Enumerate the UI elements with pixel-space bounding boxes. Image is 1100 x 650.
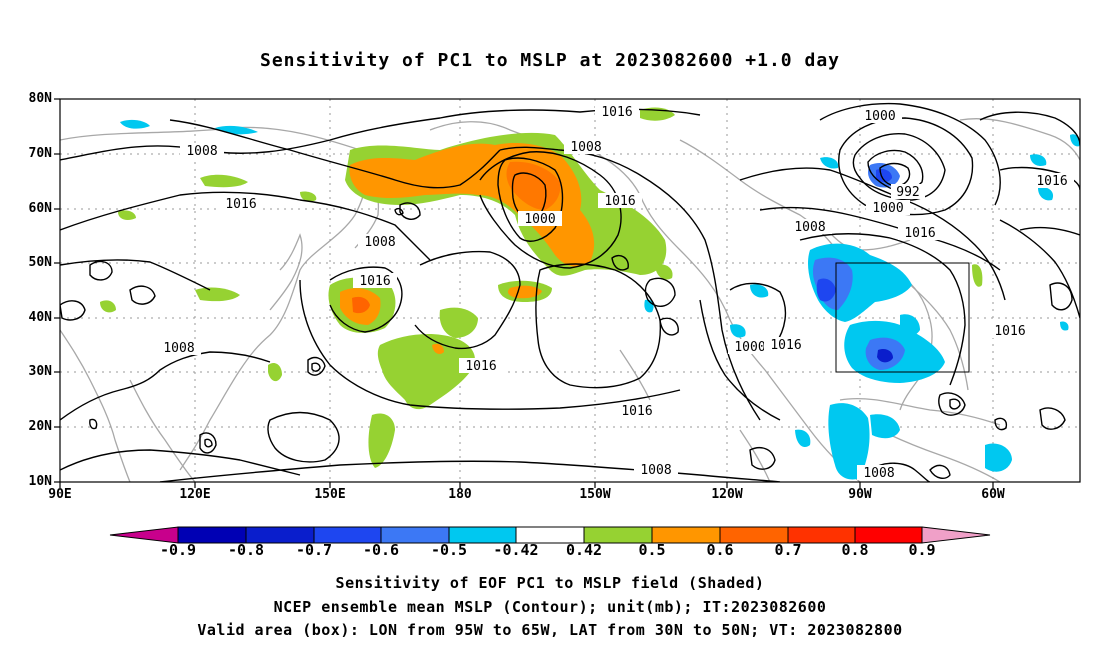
lat-label: 10N (28, 474, 52, 489)
colorbar-label: -0.9 (159, 541, 197, 559)
lon-label: 120E (179, 487, 211, 502)
contour-label: 1008 (640, 463, 671, 478)
contour-label: 1008 (794, 220, 825, 235)
colorbar-label: -0.5 (430, 541, 468, 559)
colorbar-segment (921, 526, 991, 544)
lat-label: 20N (28, 419, 52, 434)
colorbar-label: -0.6 (362, 541, 400, 559)
lat-label: 30N (28, 364, 52, 379)
colorbar-label: 0.9 (908, 541, 936, 559)
contour-label: 992 (896, 185, 919, 200)
colorbar-label: 0.8 (841, 541, 869, 559)
lat-label: 60N (28, 201, 52, 216)
contour-label-layer: 1016 1008 1016 1008 1000 1016 1008 1016 … (157, 104, 1074, 481)
contour-label: 1000 (524, 212, 555, 227)
caption-valid-area: Valid area (box): LON from 95W to 65W, L… (197, 621, 903, 639)
lon-label: 150W (579, 487, 611, 502)
contour-label: 1016 (621, 404, 652, 419)
contour-label: 1000 (864, 109, 895, 124)
positive-shading (100, 107, 983, 468)
lon-label: 150E (314, 487, 346, 502)
colorbar-label: 0.42 (565, 541, 603, 559)
lat-label: 80N (28, 91, 52, 106)
lon-label: 90W (848, 487, 872, 502)
contour-label: 1008 (186, 144, 217, 159)
lon-label: 180 (448, 487, 472, 502)
lat-label: 50N (28, 255, 52, 270)
contour-label: 1008 (863, 466, 894, 481)
lon-label: 60W (981, 487, 1005, 502)
colorbar-label: -0.42 (493, 541, 539, 559)
colorbar-label: 0.5 (638, 541, 666, 559)
caption-contour: NCEP ensemble mean MSLP (Contour); unit(… (273, 598, 827, 616)
contour-label: 1000 (734, 340, 765, 355)
contour-label: 1008 (364, 235, 395, 250)
contour-label: 1008 (163, 341, 194, 356)
map-title: Sensitivity of PC1 to MSLP at 2023082600… (259, 50, 840, 71)
colorbar (109, 526, 991, 544)
negative-shading (120, 119, 1080, 480)
colorbar-label: 0.7 (774, 541, 802, 559)
contour-label: 1016 (1036, 174, 1067, 189)
colorbar-label: -0.8 (227, 541, 265, 559)
contour-label: 1008 (570, 140, 601, 155)
lat-label: 70N (28, 146, 52, 161)
contour-label: 1016 (770, 338, 801, 353)
contour-label: 1016 (904, 226, 935, 241)
contour-label: 1016 (465, 359, 496, 374)
lon-label: 90E (48, 487, 72, 502)
contour-label: 1016 (359, 274, 390, 289)
tick-marks (54, 98, 994, 488)
contour-label: 1000 (872, 201, 903, 216)
map-border (59, 98, 1081, 483)
contour-label: 1016 (1036, 174, 1067, 189)
lon-label: 120W (711, 487, 743, 502)
colorbar-label: 0.6 (706, 541, 734, 559)
contour-label: 1016 (604, 194, 635, 209)
colorbar-label: -0.7 (295, 541, 333, 559)
contour-label: 1016 (225, 197, 256, 212)
contour-label: 1016 (601, 105, 632, 120)
contour-label: 1016 (994, 324, 1025, 339)
lat-label: 40N (28, 310, 52, 325)
valid-area-box (835, 262, 970, 373)
caption-shading: Sensitivity of EOF PC1 to MSLP field (Sh… (335, 574, 765, 592)
